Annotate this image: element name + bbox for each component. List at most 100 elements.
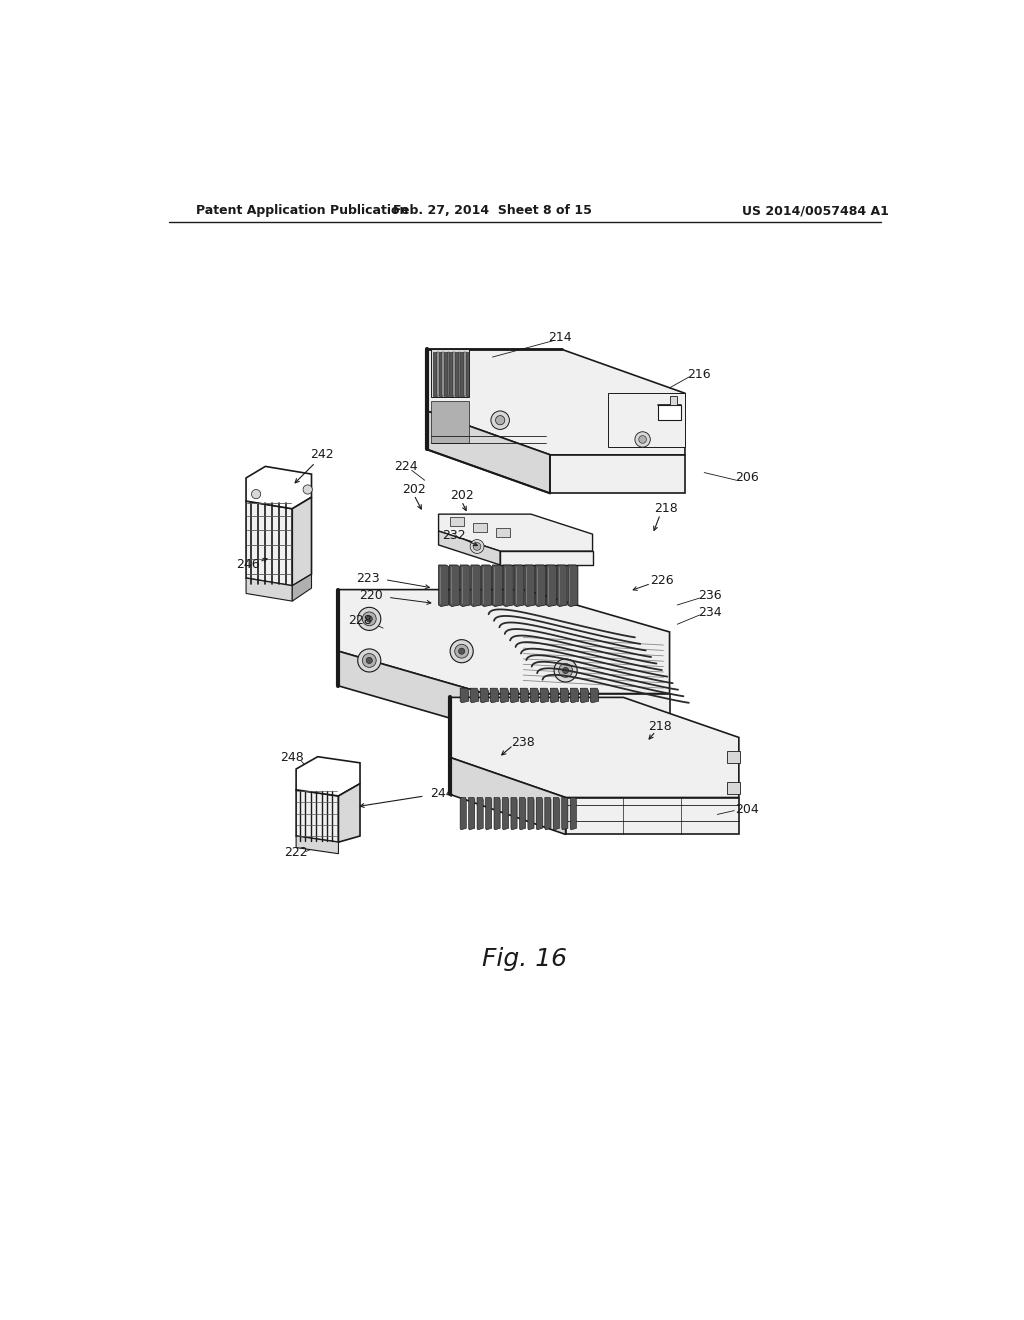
Text: 236: 236	[697, 589, 722, 602]
Text: 244: 244	[431, 787, 455, 800]
Polygon shape	[500, 552, 593, 565]
Polygon shape	[246, 502, 292, 586]
Polygon shape	[427, 350, 685, 455]
Polygon shape	[455, 352, 459, 396]
Text: 214: 214	[549, 330, 572, 343]
Circle shape	[559, 664, 572, 677]
Polygon shape	[438, 531, 500, 565]
Text: 206: 206	[734, 471, 759, 484]
Text: 246: 246	[236, 558, 259, 572]
Circle shape	[367, 615, 373, 622]
Polygon shape	[608, 393, 685, 447]
Polygon shape	[560, 688, 568, 702]
Polygon shape	[459, 352, 460, 396]
Polygon shape	[524, 565, 535, 607]
Polygon shape	[438, 352, 442, 396]
Circle shape	[252, 490, 261, 499]
Circle shape	[303, 484, 312, 494]
Polygon shape	[460, 565, 470, 607]
Polygon shape	[246, 466, 311, 508]
Circle shape	[473, 543, 481, 550]
Polygon shape	[296, 836, 339, 854]
Circle shape	[490, 411, 509, 429]
Polygon shape	[481, 565, 492, 607]
Polygon shape	[550, 688, 559, 702]
Polygon shape	[339, 784, 360, 842]
Circle shape	[496, 416, 505, 425]
Polygon shape	[473, 523, 487, 532]
Text: Fig. 16: Fig. 16	[482, 948, 567, 972]
Polygon shape	[658, 405, 681, 420]
Polygon shape	[296, 756, 360, 796]
Polygon shape	[520, 688, 528, 702]
Polygon shape	[451, 517, 464, 527]
Polygon shape	[480, 688, 488, 702]
Circle shape	[635, 432, 650, 447]
Text: 223: 223	[356, 572, 380, 585]
Text: 224: 224	[394, 459, 418, 473]
Polygon shape	[536, 565, 546, 607]
Polygon shape	[464, 352, 466, 396]
Polygon shape	[562, 797, 568, 830]
Text: 204: 204	[734, 803, 759, 816]
Text: 248: 248	[281, 751, 304, 764]
Polygon shape	[450, 565, 460, 607]
Polygon shape	[292, 498, 311, 586]
Text: Patent Application Publication: Patent Application Publication	[196, 205, 409, 218]
Polygon shape	[477, 797, 483, 830]
Polygon shape	[537, 797, 543, 830]
Polygon shape	[438, 565, 449, 607]
Text: 220: 220	[359, 589, 383, 602]
Polygon shape	[727, 781, 740, 793]
Circle shape	[554, 659, 578, 682]
Circle shape	[562, 668, 568, 673]
Polygon shape	[246, 578, 292, 601]
Text: 218: 218	[648, 721, 672, 733]
Polygon shape	[484, 693, 670, 729]
Polygon shape	[570, 688, 579, 702]
Polygon shape	[451, 697, 739, 797]
Polygon shape	[670, 396, 677, 405]
Text: US 2014/0057484 A1: US 2014/0057484 A1	[742, 205, 889, 218]
Text: 232: 232	[442, 529, 466, 543]
Circle shape	[357, 607, 381, 631]
Polygon shape	[581, 688, 589, 702]
Polygon shape	[485, 797, 492, 830]
Circle shape	[451, 640, 473, 663]
Circle shape	[470, 540, 484, 553]
Text: 202: 202	[450, 490, 473, 502]
Polygon shape	[503, 797, 509, 830]
Polygon shape	[438, 515, 593, 552]
Polygon shape	[503, 565, 513, 607]
Polygon shape	[519, 797, 525, 830]
Polygon shape	[530, 688, 539, 702]
Text: 238: 238	[511, 735, 536, 748]
Polygon shape	[339, 590, 670, 693]
Polygon shape	[557, 565, 567, 607]
Polygon shape	[431, 401, 469, 444]
Polygon shape	[528, 797, 535, 830]
Text: 202: 202	[402, 483, 426, 496]
Polygon shape	[514, 565, 524, 607]
Circle shape	[357, 649, 381, 672]
Polygon shape	[510, 688, 518, 702]
Circle shape	[362, 653, 376, 668]
Polygon shape	[431, 350, 469, 397]
Text: 222: 222	[285, 846, 308, 859]
Text: Feb. 27, 2014  Sheet 8 of 15: Feb. 27, 2014 Sheet 8 of 15	[393, 205, 592, 218]
Circle shape	[455, 644, 469, 659]
Circle shape	[459, 648, 465, 655]
Polygon shape	[437, 352, 438, 396]
Polygon shape	[460, 688, 469, 702]
Polygon shape	[541, 688, 549, 702]
Polygon shape	[447, 352, 450, 396]
Polygon shape	[451, 758, 565, 834]
Polygon shape	[545, 797, 551, 830]
Polygon shape	[471, 565, 481, 607]
Polygon shape	[470, 688, 478, 702]
Polygon shape	[444, 352, 447, 396]
Polygon shape	[553, 797, 559, 830]
Polygon shape	[460, 797, 466, 830]
Polygon shape	[460, 352, 464, 396]
Polygon shape	[292, 574, 311, 601]
